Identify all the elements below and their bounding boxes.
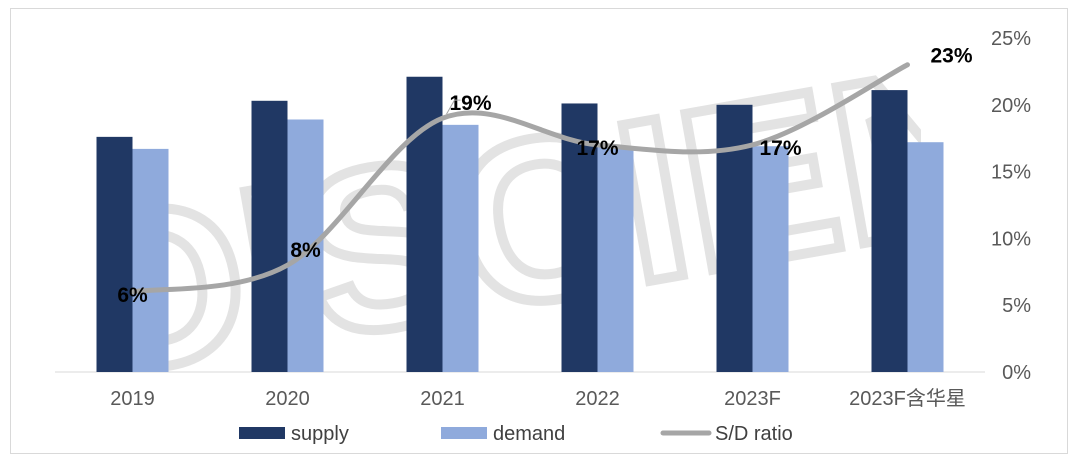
sd-ratio-label: 6% <box>117 284 148 307</box>
sd-ratio-line <box>130 62 910 295</box>
y-tick-label: 20% <box>991 95 1031 117</box>
bar-demand-5 <box>907 142 944 372</box>
x-tick-label: 2023F <box>724 388 781 410</box>
bar-supply-0 <box>96 136 133 372</box>
sd-ratio-label: 19% <box>449 92 491 115</box>
chart: 2019 2020 2021 2022 2023F 2023F含华星 0% 5% 10% 15% 2… <box>55 28 1031 445</box>
bar-demand-0 <box>132 148 169 372</box>
y-tick-label: 15% <box>991 162 1031 184</box>
bar-demand-2 <box>442 124 479 372</box>
legend-swatch-demand <box>441 427 487 439</box>
sd-ratio-label: 8% <box>290 239 321 262</box>
x-tick-label: 2021 <box>420 388 465 410</box>
bar-demand-1 <box>287 119 324 372</box>
x-tick-label: 2023F含华星 <box>849 387 966 410</box>
bar-demand-3 <box>597 146 634 372</box>
legend-label-demand: demand <box>493 423 565 445</box>
sd-ratio-label: 17% <box>576 137 618 160</box>
x-tick-label: 2019 <box>110 388 155 410</box>
label-leader-line <box>446 99 461 115</box>
y-tick-label: 10% <box>991 228 1031 250</box>
sd-ratio-label: 17% <box>759 137 801 160</box>
y-tick-label: 25% <box>991 28 1031 50</box>
chart-frame: DISCIEN 2019 2020 2021 2022 2023F 2023F含华星 0% 5… <box>10 8 1068 454</box>
bar-supply-5 <box>871 90 908 372</box>
y-tick-label: 5% <box>1002 295 1031 317</box>
legend-label-supply: supply <box>291 423 349 445</box>
legend-label-s-d-ratio: S/D ratio <box>715 423 793 445</box>
x-tick-label: 2022 <box>575 388 620 410</box>
x-tick-label: 2020 <box>265 388 310 410</box>
sd-ratio-label: 23% <box>930 45 972 68</box>
bar-supply-3 <box>561 103 598 373</box>
bar-supply-1 <box>251 100 288 373</box>
legend-swatch-supply <box>239 427 285 439</box>
y-tick-label: 0% <box>1002 362 1031 384</box>
bar-demand-4 <box>752 146 789 372</box>
